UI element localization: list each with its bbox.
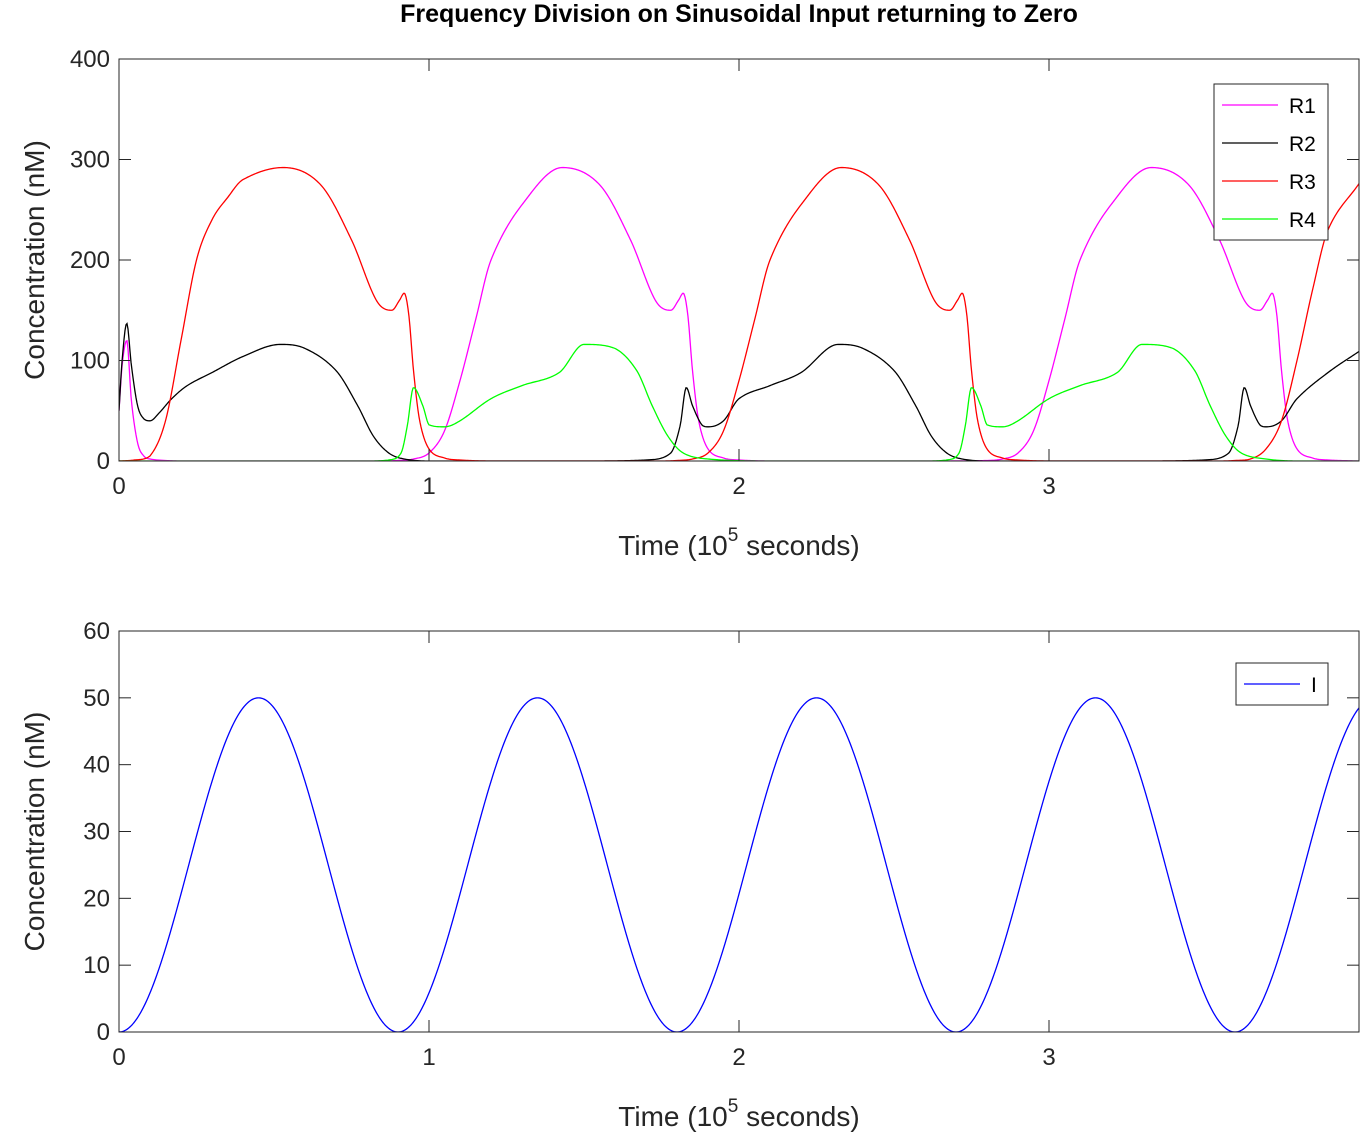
y-tick-label: 20 [83,885,110,912]
plot-area [119,59,1359,461]
x-tick-label: 2 [732,1044,745,1071]
y-tick-label: 0 [97,1019,110,1046]
top-plot: 0 1 2 3 0 100 200 300 400 Time (105 seconds) Conce… [19,46,1360,561]
y-tick-label: 50 [83,685,110,712]
x-axis-label-suffix: seconds) [738,1101,859,1132]
x-axis-label-prefix: Time (10 [618,1101,727,1132]
y-tick-label: 40 [83,752,110,779]
y-tick-label: 60 [83,618,110,645]
series-line-i [119,697,1359,1032]
series-group [119,697,1359,1032]
x-axis-label-exponent: 5 [728,1096,739,1117]
x-tick-label: 1 [422,473,435,500]
x-tick-label: 1 [422,1044,435,1071]
x-axis-label: Time (105 seconds) [618,1096,859,1132]
x-axis-label-exponent: 5 [728,525,739,546]
y-axis-label: Concentration (nM) [19,140,50,380]
legend-label-r3: R3 [1289,171,1316,194]
legend-label-r1: R1 [1289,95,1316,118]
legend-box [1213,83,1329,241]
x-tick-label: 2 [732,473,745,500]
x-axis-label-suffix: seconds) [738,530,859,561]
series-line-r3 [119,166,1359,461]
y-tick-label: 200 [70,247,110,274]
figure-title: Frequency Division on Sinusoidal Input r… [400,0,1078,28]
x-tick-label: 3 [1042,1044,1055,1071]
plot-area [119,631,1359,1032]
legend-label-r4: R4 [1289,209,1316,232]
y-tick-label: 400 [70,46,110,73]
y-tick-label: 0 [97,448,110,475]
legend-label-r2: R2 [1289,133,1316,156]
legend-label-i: I [1311,674,1317,697]
x-tick-label: 0 [112,473,125,500]
y-tick-label: 30 [83,819,110,846]
x-tick-label: 3 [1042,473,1055,500]
y-tick-label: 100 [70,348,110,375]
y-tick-label: 10 [83,952,110,979]
x-axis-label: Time (105 seconds) [618,525,859,561]
y-tick-label: 300 [70,147,110,174]
x-axis-label-prefix: Time (10 [618,530,727,561]
x-tick-label: 0 [112,1044,125,1071]
y-axis-label: Concentration (nM) [19,712,50,952]
